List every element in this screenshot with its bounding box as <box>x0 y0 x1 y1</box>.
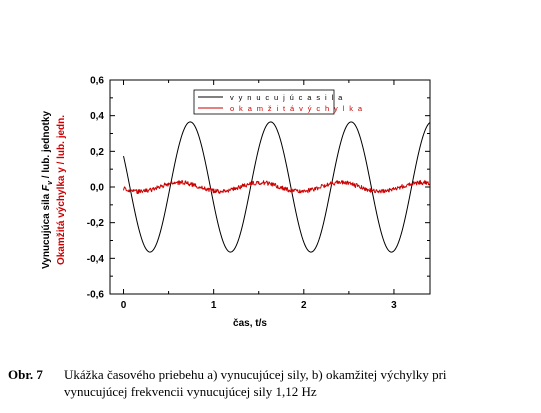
legend-label-displacement: o k a m ž i t á v ý c h y l k a <box>230 104 363 113</box>
caption-line-2: vynucujúcej frekvencii vynucujúcej sily … <box>8 383 538 400</box>
caption-text-1: Ukážka časového priebehu a) vynucujúcej … <box>64 367 447 382</box>
x-tick-label: 2 <box>301 300 307 311</box>
caption-text-2: vynucujúcej frekvencii vynucujúcej sily … <box>64 384 317 399</box>
y-axis-title-displacement-text: Okamžitá výchylka <box>56 175 67 265</box>
caption-line-1: Obr. 7 Ukážka časového priebehu a) vynucu… <box>8 366 538 383</box>
x-tick-label: 3 <box>391 300 397 311</box>
y-axis-title-force: Vynucujúca sila Fv / lub. jednotky <box>41 111 54 269</box>
y-axis-title-displacement-unit: y / lub. jedn. <box>56 115 67 176</box>
y-axis-title-force-symbol: F <box>41 184 52 191</box>
x-tick-label: 1 <box>211 300 217 311</box>
y-tick-label: -0,6 <box>87 290 105 301</box>
legend-label-force: v y n u c u j ú c a s i l a <box>230 93 344 102</box>
x-tick-label: 0 <box>121 300 127 311</box>
y-axis-title-force-sub: v <box>47 180 54 185</box>
y-axis-title-force-unit: / lub. jednotky <box>41 111 52 181</box>
y-tick-label: 0,2 <box>90 147 104 158</box>
figure-caption: Obr. 7 Ukážka časového priebehu a) vynucu… <box>8 366 538 400</box>
axis-ticks: 0 1 2 3 0,6 0,4 0,2 0,0 -0,2 -0,4 -0,6 <box>87 76 430 311</box>
plot-series-group <box>123 121 431 253</box>
x-axis-title: čas, t/s <box>233 318 267 329</box>
y-tick-label: 0,6 <box>90 76 104 87</box>
series-line-force <box>123 121 431 253</box>
y-tick-label: 0,0 <box>90 183 104 194</box>
y-axis-title-displacement: Okamžitá výchylka y / lub. jedn. <box>56 115 67 265</box>
series-line-displacement <box>123 180 430 195</box>
y-tick-label: -0,4 <box>87 254 105 265</box>
y-axis-title-force-text: Vynucujúca sila <box>41 193 52 269</box>
caption-label: Obr. 7 <box>8 367 43 382</box>
y-tick-label: 0,4 <box>90 111 104 122</box>
y-tick-label: -0,2 <box>87 218 105 229</box>
legend-box <box>193 89 335 115</box>
